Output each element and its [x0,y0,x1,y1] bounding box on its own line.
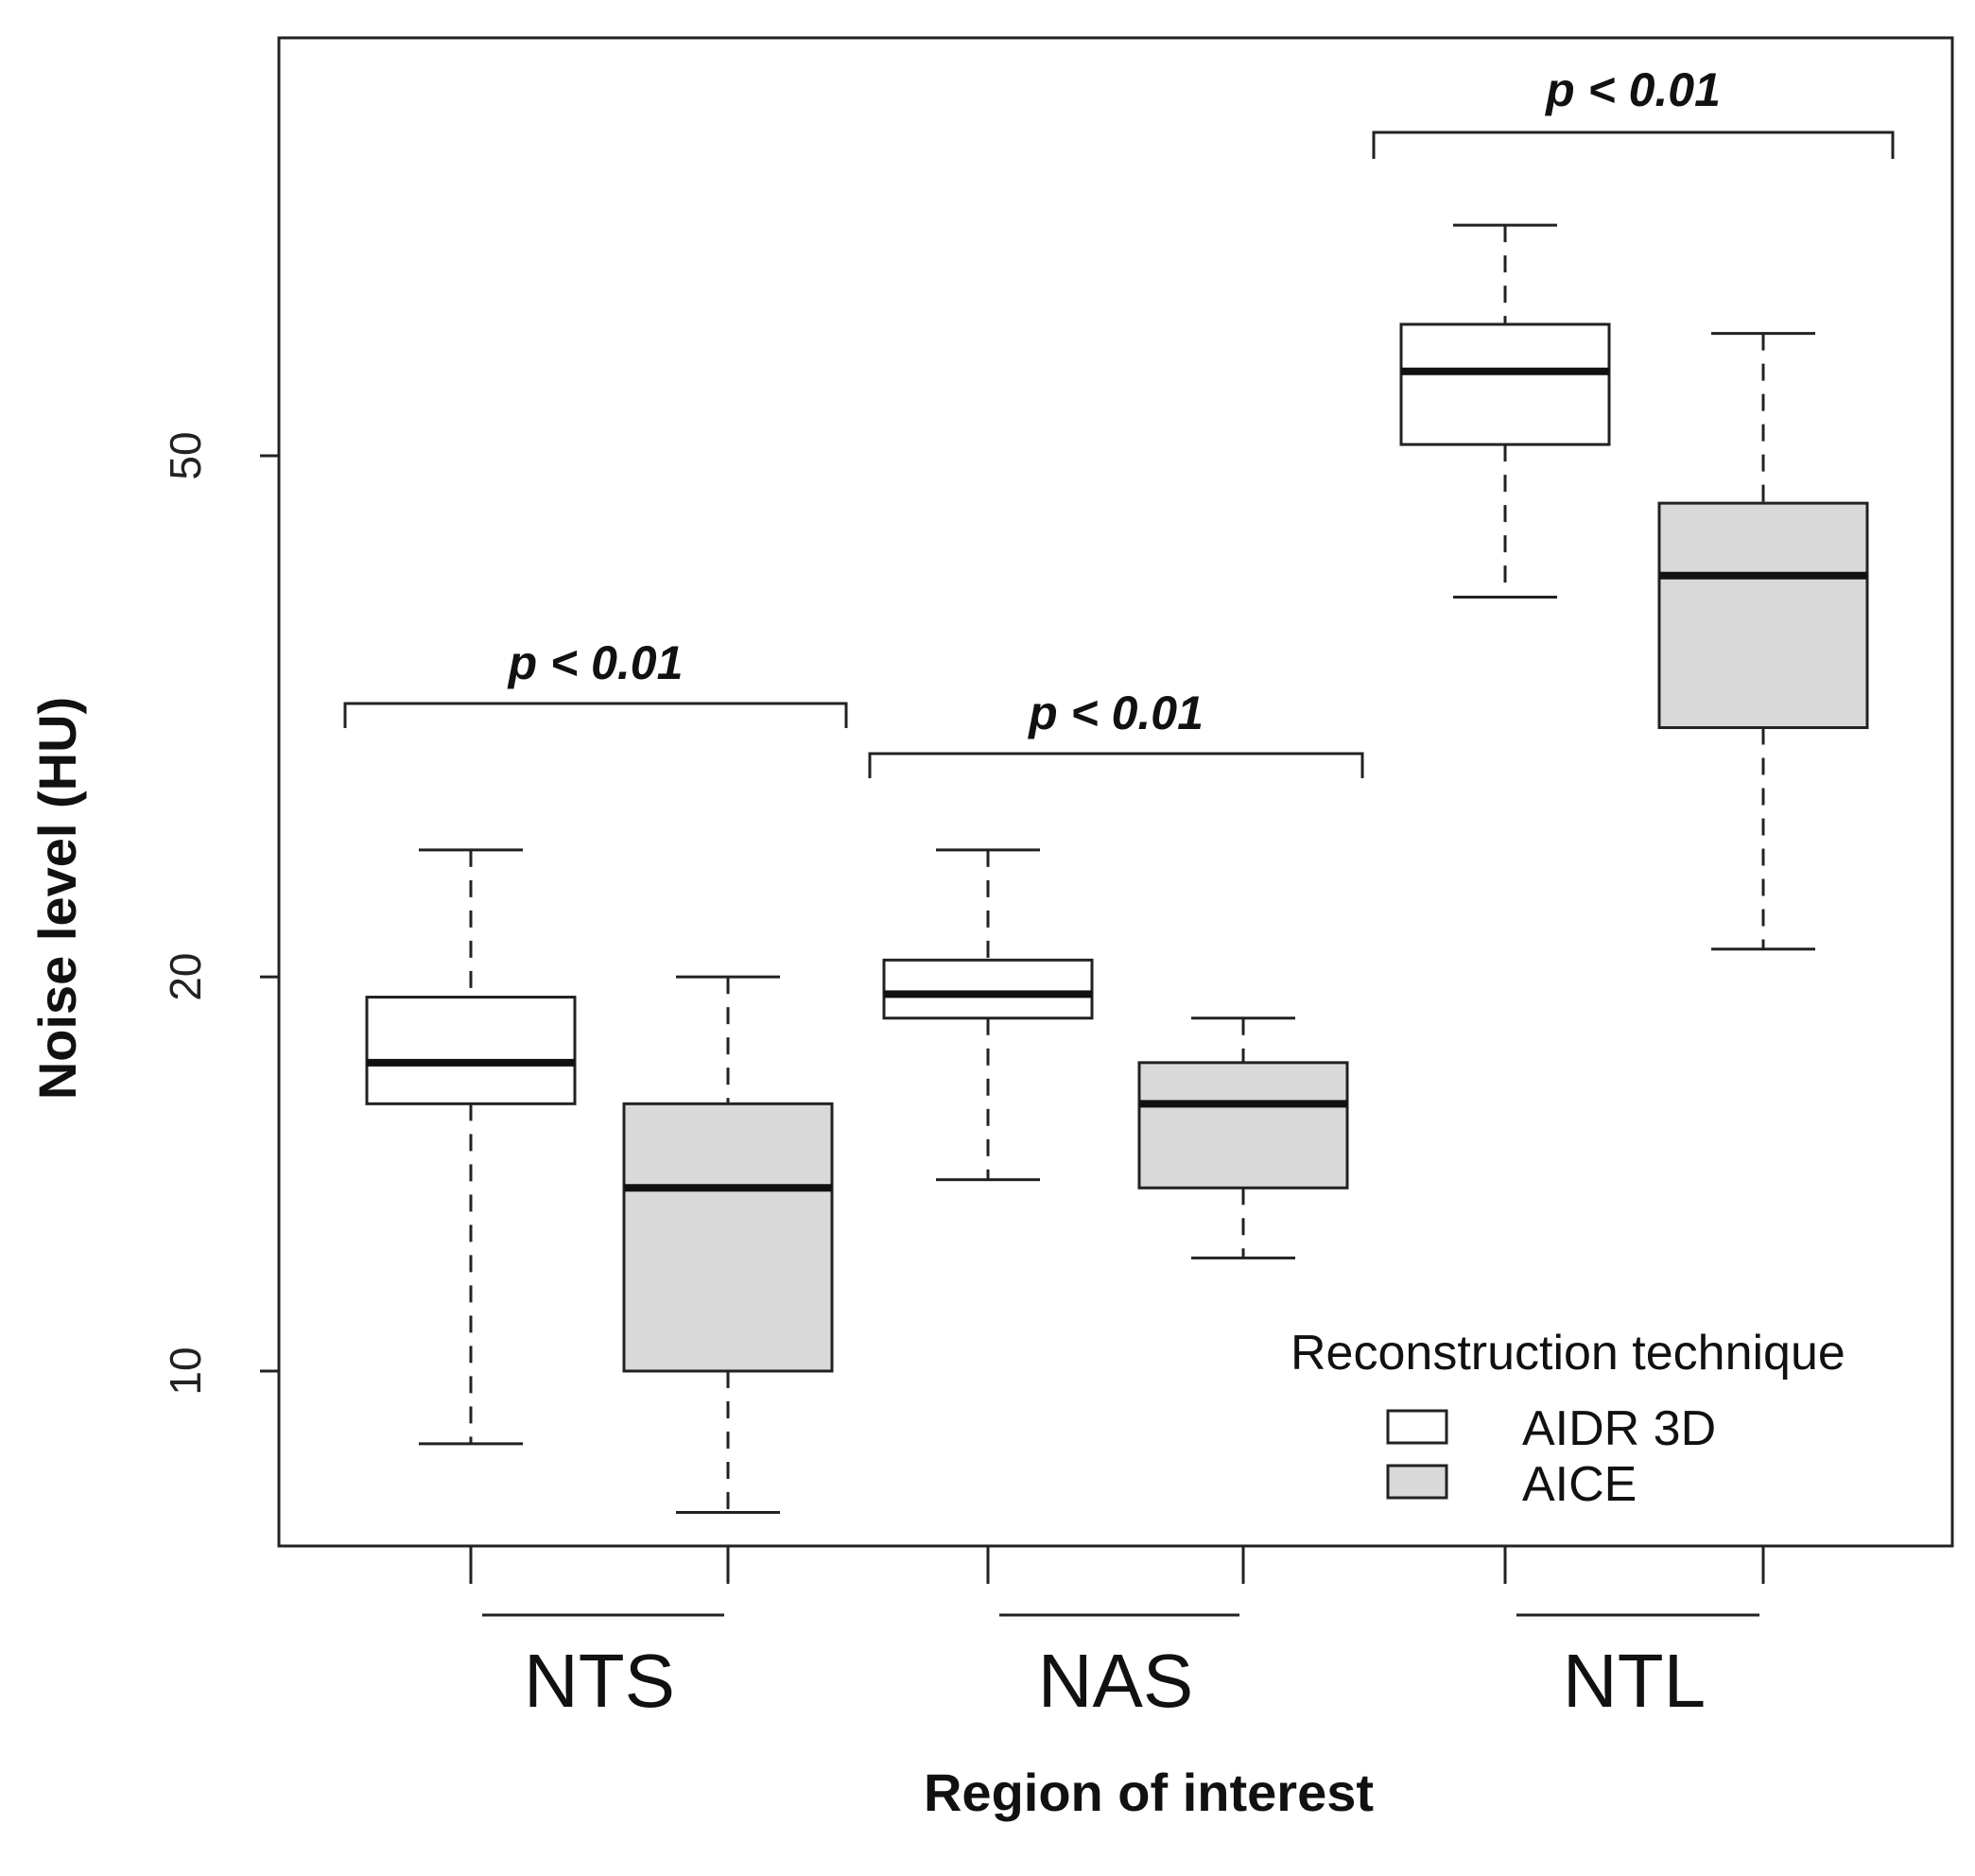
plot-frame [277,36,1954,1548]
box-ntl-aidr3d [1399,223,1611,599]
significance-brackets: p < 0.01 p < 0.01 p < 0.01 [343,63,1895,778]
legend-swatch-aice [1386,1464,1448,1500]
bracket-line [343,702,848,728]
box-group [365,223,1869,1514]
legend-swatch-aidr3d [1386,1409,1448,1445]
legend-label-aidr3d: AIDR 3D [1522,1401,1716,1456]
p-value-label: p < 0.01 [1027,686,1204,739]
box-nas-aice [1137,1016,1349,1259]
y-axis: 10 20 50 [161,431,279,1396]
iqr-box [882,958,1094,1020]
box-nas-aidr3d [882,848,1094,1182]
box-nts-aidr3d [365,848,577,1446]
x-category-label: NAS [1038,1639,1194,1723]
iqr-box [622,1102,834,1373]
box-ntl-aice [1657,332,1869,951]
p-value-label: p < 0.01 [1544,63,1721,116]
legend-title: Reconstruction technique [1291,1326,1845,1381]
box-nts-aice [622,975,834,1514]
y-tick-label: 10 [161,1346,210,1395]
iqr-box [1657,501,1869,730]
iqr-box [1399,322,1611,446]
x-axis: NTS NAS NTL [469,1546,1765,1723]
x-axis-title: Region of interest [924,1763,1374,1822]
iqr-box [365,996,577,1105]
x-category-label: NTL [1563,1639,1706,1723]
p-value-label: p < 0.01 [507,636,684,689]
iqr-box [1137,1061,1349,1190]
y-tick-label: 50 [161,431,210,479]
bracket-line [1372,130,1895,159]
y-axis-title: Noise level (HU) [27,697,87,1100]
x-category-label: NTS [524,1639,675,1723]
legend-label-aice: AICE [1522,1457,1637,1512]
bracket-line [868,752,1364,778]
legend: Reconstruction technique AIDR 3D AICE [1291,1326,1845,1512]
y-tick-label: 20 [161,953,210,1001]
